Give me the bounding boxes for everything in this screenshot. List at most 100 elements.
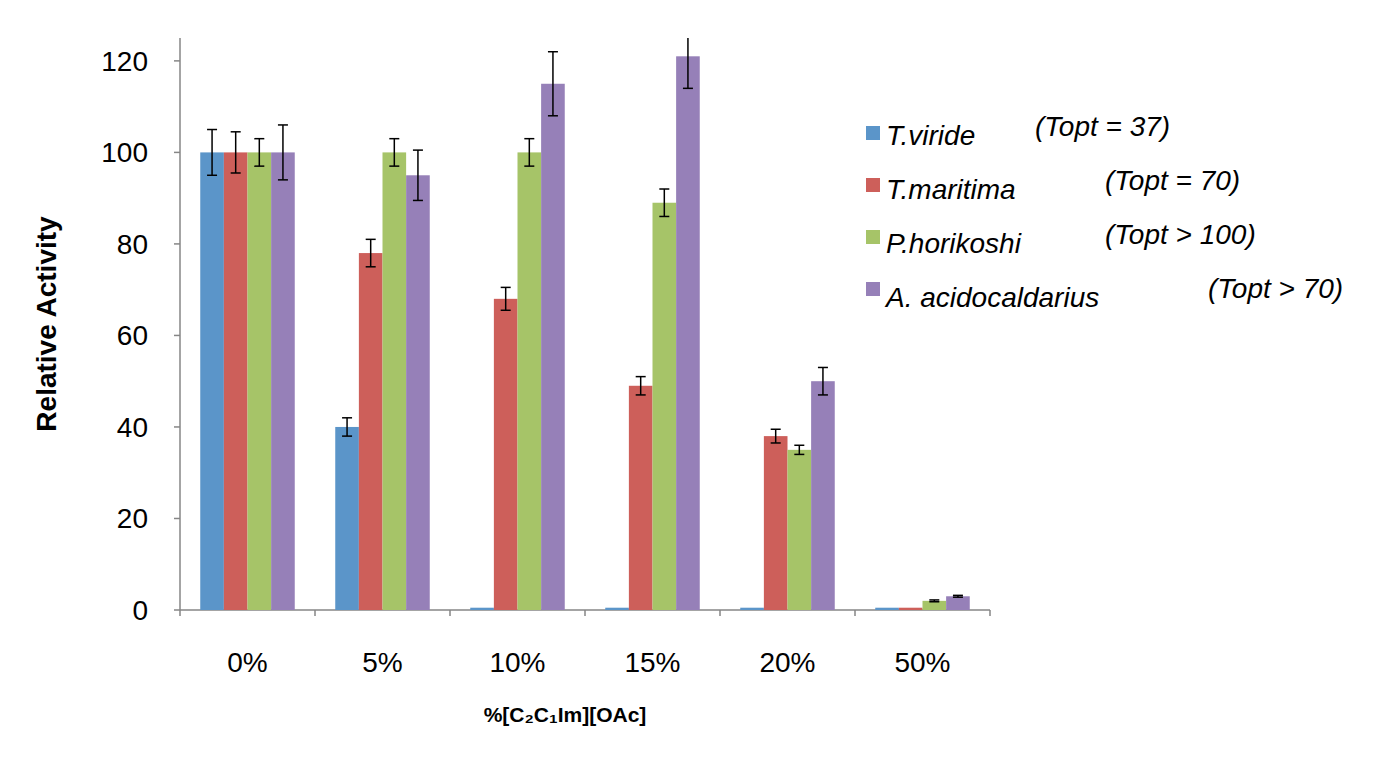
error-line (529, 139, 531, 166)
error-line (259, 139, 261, 166)
y-tick (174, 518, 180, 520)
error-line (505, 287, 507, 310)
bar (899, 608, 923, 610)
legend-label: A. acidocaldarius (884, 282, 1099, 313)
error-cap (342, 417, 352, 419)
error-line (664, 189, 666, 216)
bar (788, 450, 812, 610)
x-tick (584, 610, 586, 616)
legend-label: T.maritima (886, 174, 1016, 205)
chart: 0204060801001200%5%10%15%20%50%Relative … (0, 0, 1400, 758)
error-cap (818, 394, 828, 396)
y-tick-label: 100 (101, 137, 148, 168)
legend-annotation: (Topt = 37) (1035, 111, 1170, 142)
error-cap (278, 179, 288, 181)
bar (224, 152, 248, 610)
error-bar (254, 139, 264, 166)
error-cap (953, 596, 963, 598)
bar (629, 386, 653, 610)
bar (406, 175, 430, 610)
legend-swatch (866, 126, 880, 140)
bar (200, 152, 224, 610)
error-cap (548, 51, 558, 53)
bar (676, 56, 700, 610)
error-line (282, 125, 284, 180)
x-tick-label: 10% (489, 647, 545, 678)
x-tick-label: 50% (894, 647, 950, 678)
error-cap (636, 394, 646, 396)
y-tick (174, 60, 180, 62)
bar (470, 608, 494, 610)
y-tick-label: 20 (117, 503, 148, 534)
y-axis-title: Relative Activity (31, 216, 62, 432)
error-line (394, 139, 396, 166)
error-bar (794, 445, 804, 454)
error-line (799, 445, 801, 454)
y-tick (174, 609, 180, 611)
error-line (235, 132, 237, 173)
bar (541, 84, 565, 610)
error-cap (231, 172, 241, 174)
x-tick (449, 610, 451, 616)
error-cap (413, 200, 423, 202)
bar (811, 381, 835, 610)
x-tick (989, 610, 991, 616)
error-cap (231, 131, 241, 133)
error-bar (366, 239, 376, 266)
bar (518, 152, 542, 610)
y-tick-label: 120 (101, 46, 148, 77)
error-line (775, 429, 777, 443)
error-cap (683, 88, 693, 90)
error-cap (929, 599, 939, 601)
y-tick (174, 152, 180, 154)
error-bar (207, 130, 217, 176)
error-line (687, 38, 689, 88)
error-bar (278, 125, 288, 180)
bar (271, 152, 295, 610)
error-cap (389, 165, 399, 167)
error-cap (524, 138, 534, 140)
error-cap (278, 124, 288, 126)
x-tick (719, 610, 721, 616)
error-bar (953, 595, 963, 597)
x-tick-label: 5% (362, 647, 402, 678)
bar (335, 427, 359, 610)
legend-annotation: (Topt > 100) (1105, 219, 1256, 250)
error-line (640, 377, 642, 395)
error-line (552, 52, 554, 116)
error-cap (794, 454, 804, 456)
error-cap (771, 442, 781, 444)
error-cap (254, 138, 264, 140)
y-tick-label: 60 (117, 320, 148, 351)
error-cap (953, 595, 963, 597)
bar (923, 601, 947, 610)
error-cap (413, 149, 423, 151)
bar (740, 608, 764, 610)
error-cap (501, 310, 511, 312)
error-bar (389, 139, 399, 166)
y-tick (174, 335, 180, 337)
error-cap (254, 165, 264, 167)
legend-label: T.viride (886, 120, 975, 151)
legend-swatch (866, 178, 880, 192)
x-tick (179, 610, 181, 616)
bar (764, 436, 788, 610)
error-cap (524, 165, 534, 167)
bar (359, 253, 383, 610)
error-cap (659, 188, 669, 190)
error-cap (548, 115, 558, 117)
error-cap (389, 138, 399, 140)
error-bar (342, 418, 352, 436)
error-line (346, 418, 348, 436)
error-cap (818, 367, 828, 369)
error-bar (524, 139, 534, 166)
bar (946, 596, 970, 610)
error-cap (636, 376, 646, 378)
error-cap (366, 266, 376, 268)
error-cap (771, 428, 781, 430)
error-cap (207, 129, 217, 131)
error-bar (413, 150, 423, 200)
error-bar (548, 52, 558, 116)
y-tick-label: 40 (117, 412, 148, 443)
error-bar (818, 367, 828, 394)
